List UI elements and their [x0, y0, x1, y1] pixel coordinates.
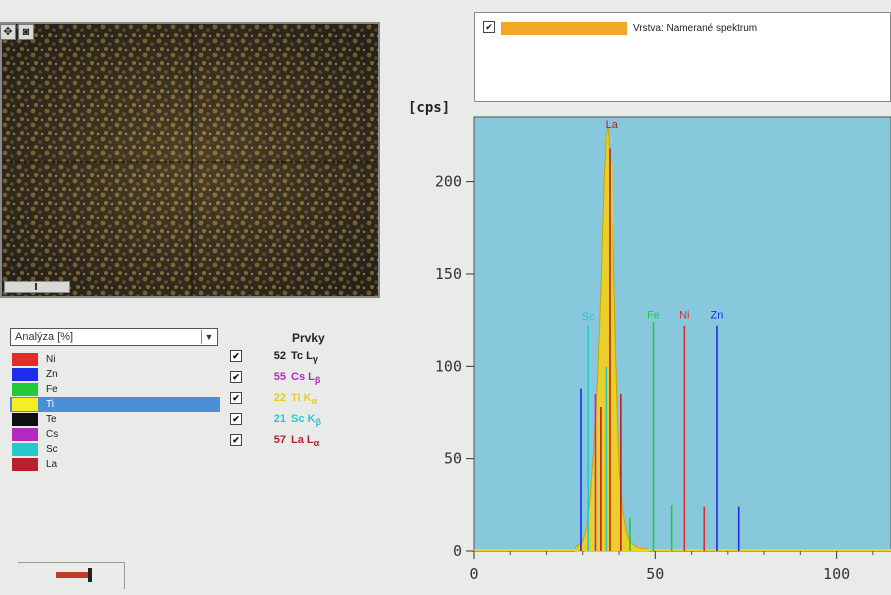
analysis-dropdown-value: Analýza [%]: [15, 331, 74, 343]
element-checkbox[interactable]: ✔: [230, 371, 242, 383]
legend-item-la[interactable]: La: [10, 457, 220, 472]
color-swatch: [12, 428, 38, 441]
element-label: 22 Ti Kα: [273, 392, 318, 407]
layer-checkbox[interactable]: ✔: [483, 21, 495, 33]
element-checkbox[interactable]: ✔: [230, 392, 242, 404]
peak-label: Fe: [647, 309, 660, 321]
peak-label: Ti: [604, 136, 613, 148]
x-tick-label: 100: [823, 565, 850, 583]
legend-label: Zn: [46, 369, 58, 380]
layer-color-swatch: [501, 22, 627, 35]
x-tick-label: 50: [646, 565, 664, 583]
legend-item-zn[interactable]: Zn: [10, 367, 220, 382]
peak-label: Sc: [582, 311, 595, 323]
element-row-tc: ✔ 52 Tc Lγ: [230, 350, 370, 371]
layer-label: Vrstva: Namerané spektrum: [633, 23, 758, 34]
color-swatch: [12, 458, 38, 471]
move-icon[interactable]: ✥: [0, 24, 16, 40]
y-tick-label: 200: [435, 173, 462, 191]
legend-item-ni[interactable]: Ni: [10, 352, 220, 367]
legend-item-sc[interactable]: Sc: [10, 442, 220, 457]
peak-label: Zn: [711, 309, 724, 321]
element-checkbox[interactable]: ✔: [230, 413, 242, 425]
element-checkbox[interactable]: ✔: [230, 350, 242, 362]
color-swatch: [12, 368, 38, 381]
elements-title: Prvky: [292, 331, 325, 345]
legend-label: Ti: [46, 399, 54, 410]
camera-view[interactable]: [0, 22, 380, 298]
chevron-down-icon[interactable]: ▼: [201, 330, 216, 344]
arrow-right-icon: [56, 572, 88, 578]
element-row-cs: ✔ 55 Cs Lβ: [230, 371, 370, 392]
legend-item-ti[interactable]: Ti: [10, 397, 220, 412]
legend-item-te[interactable]: Te: [10, 412, 220, 427]
element-label: 21 Sc Kβ: [273, 413, 322, 428]
element-checkbox[interactable]: ✔: [230, 434, 242, 446]
element-row-la: ✔ 57 La Lα: [230, 434, 370, 455]
layer-panel: ✔ Vrstva: Namerané spektrum: [474, 12, 891, 102]
legend-label: Te: [46, 414, 57, 425]
plot-background: [473, 116, 891, 552]
camera-zoom-slider[interactable]: [4, 281, 70, 293]
peak-label: La: [606, 119, 619, 131]
y-tick-label: 150: [435, 265, 462, 283]
legend-label: La: [46, 459, 58, 470]
color-swatch: [12, 413, 38, 426]
y-tick-label: 50: [444, 450, 462, 468]
analysis-dropdown[interactable]: Analýza [%] ▼: [10, 328, 218, 346]
element-row-ti: ✔ 22 Ti Kα: [230, 392, 370, 413]
legend-item-cs[interactable]: Cs: [10, 427, 220, 442]
element-label: 52 Tc Lγ: [273, 350, 318, 365]
peak-label: Ni: [679, 309, 689, 321]
legend-label: Ni: [46, 354, 56, 365]
legend-label: Sc: [46, 444, 58, 455]
y-axis-label: [cps]: [408, 100, 450, 116]
y-tick-label: 0: [453, 542, 462, 560]
element-row-sc: ✔ 21 Sc Kβ: [230, 413, 370, 434]
legend-label: Cs: [46, 429, 59, 440]
legend-label: Fe: [46, 384, 58, 395]
camera-icon[interactable]: ◙: [18, 24, 34, 40]
color-swatch: [12, 398, 38, 411]
legend-item-fe[interactable]: Fe: [10, 382, 220, 397]
color-swatch: [12, 383, 38, 396]
arrow-stop-bar: [88, 568, 92, 582]
elements-list: ✔ 52 Tc Lγ ✔ 55 Cs Lβ ✔ 22 Ti Kα ✔ 21 Sc Kβ …: [230, 350, 370, 455]
camera-image: [2, 24, 378, 296]
x-tick-label: 0: [469, 565, 478, 583]
color-swatch: [12, 443, 38, 456]
element-label: 57 La Lα: [273, 434, 320, 449]
element-label: 55 Cs Lβ: [273, 371, 321, 386]
export-button[interactable]: [18, 562, 125, 589]
color-swatch: [12, 353, 38, 366]
y-tick-label: 100: [435, 357, 462, 375]
element-legend: Ni Zn Fe Ti Te Cs Sc La: [10, 352, 220, 472]
